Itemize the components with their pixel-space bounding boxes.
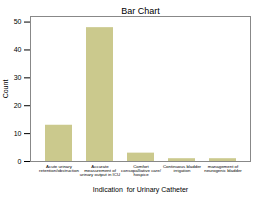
svg-text:Comfortconsopalliative care/ho: Comfortconsopalliative care/hospice [121,164,162,178]
svg-text:30: 30 [14,74,22,81]
svg-text:0: 0 [18,158,22,165]
svg-text:Indication for Urinary Cathet: Indication for Urinary Catheter [93,186,189,194]
svg-text:Bar Chart: Bar Chart [121,6,160,16]
svg-text:management ofneurogenic bladde: management ofneurogenic bladder [204,164,242,173]
svg-text:Acute urinaryretention/obstruc: Acute urinaryretention/obstruction [39,164,79,173]
svg-text:Continuous bladderirrigation: Continuous bladderirrigation [163,164,202,173]
svg-text:50: 50 [14,18,22,25]
svg-text:20: 20 [14,102,22,109]
svg-text:10: 10 [14,130,22,137]
svg-text:40: 40 [14,46,22,53]
svg-text:Count: Count [2,80,9,99]
svg-text:Accuratemeasurement ofurinary: Accuratemeasurement ofurinary output in … [80,164,120,178]
